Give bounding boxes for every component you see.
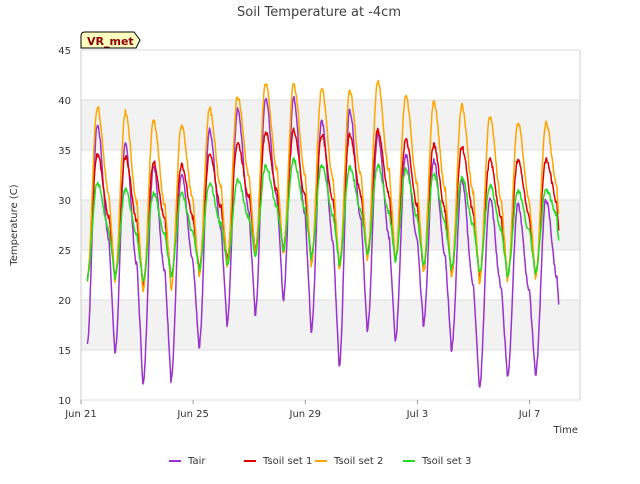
badge-label: VR_met — [87, 35, 134, 48]
y-tick-label: 15 — [58, 346, 71, 357]
x-tick-label: Jul 7 — [518, 409, 541, 420]
series-line-tsoil-set-3 — [86, 157, 560, 282]
plot-band — [81, 100, 580, 150]
plot-band — [81, 300, 580, 350]
x-axis-ticks: Jun 21 Jun 25 Jun 29 Jul 3 Jul 7 — [64, 400, 540, 420]
y-tick-label: 20 — [58, 296, 71, 307]
y-axis-label: Temperature (C) — [9, 184, 20, 266]
x-tick-label: Jun 25 — [176, 409, 209, 420]
y-tick-label: 40 — [58, 96, 71, 107]
legend-label: Tsoil set 1 — [262, 456, 312, 467]
x-tick-label: Jun 29 — [289, 409, 322, 420]
y-tick-label: 30 — [58, 196, 71, 207]
x-axis-label: Time — [553, 425, 578, 436]
series-line-tair — [86, 95, 560, 388]
legend: Tair Tsoil set 1 Tsoil set 2 Tsoil set 3 — [169, 456, 471, 467]
series-lines — [86, 79, 560, 388]
x-tick-label: Jun 21 — [64, 409, 97, 420]
y-tick-label: 25 — [58, 246, 71, 257]
y-tick-label: 45 — [58, 46, 71, 57]
vr-met-badge: VR_met — [80, 31, 141, 49]
y-tick-label: 35 — [58, 146, 71, 157]
y-axis-ticks: 10 15 20 25 30 35 40 45 — [58, 46, 71, 407]
legend-label: Tair — [187, 456, 206, 467]
chart-title: Soil Temperature at -4cm — [237, 5, 401, 20]
legend-label: Tsoil set 3 — [421, 456, 471, 467]
x-tick-label: Jul 3 — [406, 409, 429, 420]
gridlines — [81, 49, 580, 401]
y-tick-label: 10 — [58, 396, 71, 407]
series-line-tsoil-set-2 — [86, 79, 560, 293]
legend-label: Tsoil set 2 — [333, 456, 383, 467]
